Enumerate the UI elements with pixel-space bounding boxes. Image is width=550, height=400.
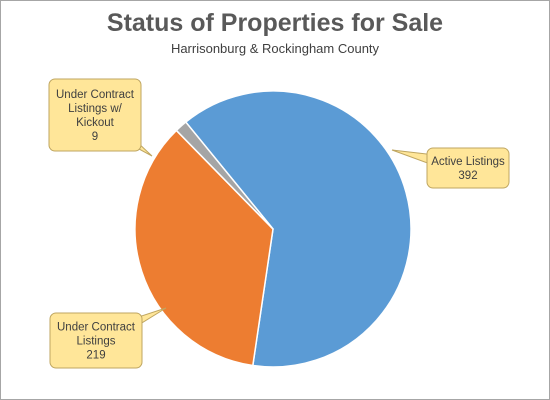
data-label-under-contract-listings: Under Contract Listings 219 <box>49 307 167 369</box>
callout-fill <box>51 314 141 367</box>
data-label-active-listings: Active Listings 392 <box>391 147 510 189</box>
data-label-line: 9 <box>92 131 98 143</box>
data-label-line: 219 <box>86 350 105 362</box>
data-label-line: Kickout <box>76 117 115 129</box>
chart-subtitle: Harrisonburg & Rockingham County <box>170 41 380 56</box>
callout-fill <box>50 80 140 150</box>
data-label-line: Under Contract <box>57 322 136 334</box>
data-label-line: Listings <box>77 336 116 348</box>
chart-title: Status of Properties for Sale <box>106 9 444 37</box>
callout-fill <box>428 149 508 187</box>
data-label-under-contract-listings-w-kickout: Under Contract Listings w/Kickout 9 <box>48 78 153 157</box>
data-label-line: Under Contract <box>56 89 135 101</box>
pie-slice-active-listings <box>184 90 412 368</box>
pie-slice-under-contract-listings <box>134 129 274 367</box>
data-label-line: Listings w/ <box>68 103 122 115</box>
pie-slice-under-contract-listings-w-kickout <box>175 121 274 230</box>
data-label-line: Active Listings <box>431 156 505 168</box>
data-label-line: 392 <box>458 170 477 182</box>
